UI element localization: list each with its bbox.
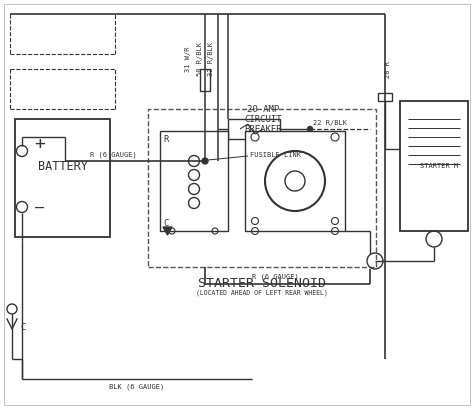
Text: —: — [36,200,45,214]
Text: BATTERY: BATTERY [38,160,88,173]
Text: BREAKER: BREAKER [244,124,282,133]
Text: STARTER SOLENOID: STARTER SOLENOID [198,277,326,290]
Bar [400,101,468,231]
Text: R: R [163,135,168,144]
Polygon shape [163,227,172,235]
Bar [160,131,228,231]
Text: 31 W/R: 31 W/R [185,46,191,72]
Bar [228,119,280,139]
Bar [15,119,110,237]
Text: C: C [20,323,26,332]
Circle shape [308,126,312,132]
Text: 20 AMP: 20 AMP [247,105,279,114]
Text: 20 R: 20 R [385,61,391,77]
Bar [378,93,392,101]
Text: 22 R/BLK: 22 R/BLK [313,120,347,126]
Text: C: C [163,220,168,229]
Circle shape [202,158,208,164]
Bar [200,69,210,91]
Text: CIRCUIT: CIRCUIT [244,115,282,124]
Bar [245,131,345,231]
Bar [148,109,376,267]
Text: FUSIBLE LINK: FUSIBLE LINK [250,152,301,158]
Text: R (6 GAUGE): R (6 GAUGE) [252,274,299,280]
Text: 32 R/BLK: 32 R/BLK [208,42,214,76]
Text: (LOCATED AHEAD OF LEFT REAR WHEEL): (LOCATED AHEAD OF LEFT REAR WHEEL) [196,289,328,295]
Text: 50 R/BLK: 50 R/BLK [197,42,203,76]
Text: STARTER M: STARTER M [420,163,458,169]
Text: R (6 GAUGE): R (6 GAUGE) [90,152,137,158]
Text: +: + [35,135,46,153]
Text: BLK (6 GAUGE): BLK (6 GAUGE) [109,384,164,390]
